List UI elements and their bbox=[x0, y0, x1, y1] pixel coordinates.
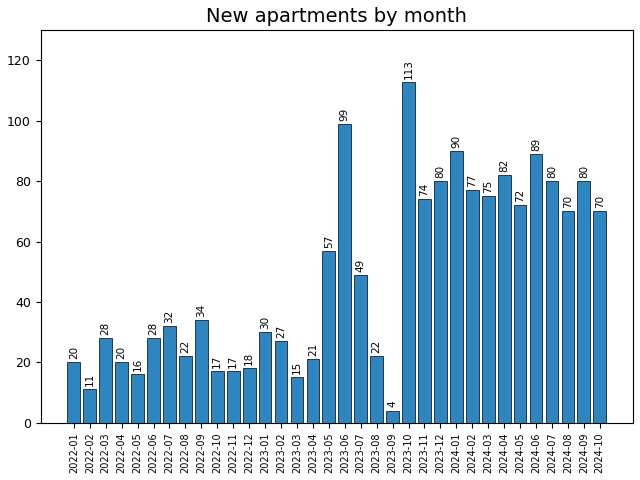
Text: 28: 28 bbox=[148, 322, 159, 335]
Bar bbox=[561, 211, 574, 422]
Text: 82: 82 bbox=[499, 159, 509, 172]
Bar bbox=[147, 338, 160, 422]
Bar bbox=[179, 356, 192, 422]
Bar bbox=[259, 332, 271, 422]
Bar bbox=[67, 362, 80, 422]
Bar bbox=[545, 181, 558, 422]
Title: New apartments by month: New apartments by month bbox=[206, 7, 467, 26]
Text: 22: 22 bbox=[372, 340, 381, 353]
Text: 99: 99 bbox=[340, 108, 350, 121]
Bar bbox=[418, 199, 431, 422]
Text: 72: 72 bbox=[515, 189, 525, 202]
Text: 80: 80 bbox=[547, 165, 557, 178]
Text: 70: 70 bbox=[563, 195, 573, 208]
Bar bbox=[227, 372, 239, 422]
Text: 21: 21 bbox=[308, 343, 318, 356]
Bar bbox=[339, 124, 351, 422]
Text: 70: 70 bbox=[595, 195, 605, 208]
Bar bbox=[275, 341, 287, 422]
Text: 20: 20 bbox=[69, 346, 79, 359]
Bar bbox=[243, 368, 255, 422]
Bar bbox=[211, 372, 223, 422]
Bar bbox=[83, 389, 96, 422]
Bar bbox=[577, 181, 590, 422]
Text: 32: 32 bbox=[164, 310, 175, 323]
Bar bbox=[450, 151, 463, 422]
Text: 27: 27 bbox=[276, 325, 286, 338]
Bar bbox=[115, 362, 128, 422]
Bar bbox=[163, 326, 176, 422]
Text: 49: 49 bbox=[356, 258, 365, 272]
Text: 77: 77 bbox=[467, 174, 477, 187]
Text: 89: 89 bbox=[531, 138, 541, 151]
Bar bbox=[514, 205, 527, 422]
Bar bbox=[386, 410, 399, 422]
Bar bbox=[99, 338, 112, 422]
Bar bbox=[195, 320, 208, 422]
Text: 80: 80 bbox=[435, 165, 445, 178]
Text: 20: 20 bbox=[116, 346, 127, 359]
Bar bbox=[593, 211, 606, 422]
Bar bbox=[371, 356, 383, 422]
Text: 22: 22 bbox=[180, 340, 191, 353]
Bar bbox=[498, 175, 511, 422]
Text: 28: 28 bbox=[100, 322, 111, 335]
Text: 17: 17 bbox=[228, 355, 238, 368]
Text: 80: 80 bbox=[579, 165, 589, 178]
Text: 75: 75 bbox=[483, 180, 493, 193]
Text: 113: 113 bbox=[403, 59, 413, 79]
Text: 57: 57 bbox=[324, 234, 334, 248]
Bar bbox=[291, 377, 303, 422]
Text: 11: 11 bbox=[84, 373, 95, 386]
Text: 17: 17 bbox=[212, 355, 222, 368]
Text: 4: 4 bbox=[388, 401, 397, 408]
Bar bbox=[402, 82, 415, 422]
Bar bbox=[323, 251, 335, 422]
Text: 18: 18 bbox=[244, 352, 254, 365]
Text: 34: 34 bbox=[196, 304, 206, 317]
Text: 15: 15 bbox=[292, 361, 302, 374]
Bar bbox=[434, 181, 447, 422]
Bar bbox=[466, 190, 479, 422]
Bar bbox=[131, 374, 144, 422]
Text: 30: 30 bbox=[260, 316, 270, 329]
Text: 74: 74 bbox=[419, 183, 429, 196]
Text: 16: 16 bbox=[132, 358, 143, 372]
Text: 90: 90 bbox=[451, 135, 461, 148]
Bar bbox=[530, 154, 542, 422]
Bar bbox=[355, 275, 367, 422]
Bar bbox=[307, 359, 319, 422]
Bar bbox=[482, 196, 495, 422]
